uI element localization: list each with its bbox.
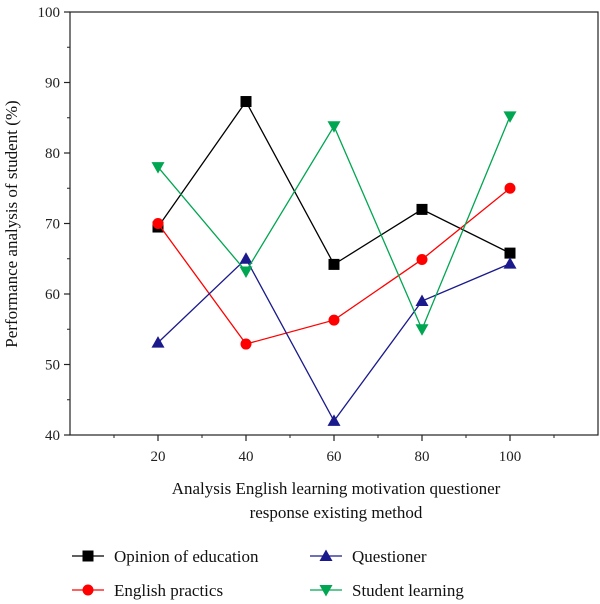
data-point — [415, 324, 429, 336]
legend-label: Student learning — [352, 581, 464, 600]
y-tick-label: 80 — [45, 146, 60, 162]
data-point — [240, 338, 252, 350]
data-point — [327, 121, 341, 133]
legend-item-1: English practics — [72, 581, 223, 600]
legend-item-3: Student learning — [310, 581, 464, 600]
data-point — [415, 294, 429, 307]
plot-area — [69, 11, 599, 436]
legend-marker — [82, 550, 94, 562]
legend-marker — [319, 549, 333, 561]
x-axis: 20 40 60 80 100 — [113, 435, 555, 465]
series-3 — [151, 111, 517, 336]
legend-item-0: Opinion of education — [72, 547, 259, 566]
series-2 — [151, 252, 517, 426]
x-tick-label: 40 — [239, 449, 254, 465]
y-tick-label: 90 — [45, 76, 60, 92]
legend-marker — [82, 584, 94, 596]
series-layer — [151, 96, 517, 426]
legend-label: Questioner — [352, 547, 427, 566]
data-point — [239, 252, 253, 264]
data-point — [416, 253, 428, 265]
series-line — [157, 116, 511, 331]
x-axis-title-line-2: response existing method — [250, 503, 423, 522]
data-point — [151, 162, 165, 174]
x-tick-label: 80 — [415, 449, 430, 465]
y-tick-label: 100 — [38, 5, 61, 21]
legend-marker — [319, 585, 333, 597]
legend-label: Opinion of education — [114, 547, 259, 566]
data-point — [416, 203, 428, 215]
legend: Opinion of education Questioner English pr… — [72, 547, 464, 600]
series-1 — [152, 182, 516, 350]
data-point — [328, 314, 340, 326]
data-point — [504, 182, 516, 194]
data-point — [327, 414, 341, 426]
data-point — [503, 111, 517, 123]
series-line — [157, 257, 511, 423]
x-tick-label: 100 — [499, 449, 522, 465]
y-tick-label: 40 — [45, 428, 60, 444]
y-tick-label: 50 — [45, 358, 60, 374]
data-point — [240, 96, 252, 108]
y-axis-title: Performance analysis of student (%) — [2, 100, 21, 347]
y-tick-label: 70 — [45, 217, 60, 233]
x-tick-label: 20 — [151, 449, 166, 465]
x-axis-title-line-1: Analysis English learning motivation que… — [172, 479, 501, 498]
legend-label: English practics — [114, 581, 223, 600]
data-point — [151, 336, 165, 348]
data-point — [503, 257, 517, 269]
y-axis: 40 50 60 70 80 90 100 — [38, 5, 70, 444]
data-point — [328, 258, 340, 270]
plot-border — [69, 11, 599, 436]
x-tick-label: 60 — [327, 449, 342, 465]
data-point — [504, 247, 516, 259]
data-point — [152, 218, 164, 229]
y-tick-label: 60 — [45, 287, 60, 303]
data-point — [239, 266, 253, 278]
legend-item-2: Questioner — [310, 547, 427, 566]
